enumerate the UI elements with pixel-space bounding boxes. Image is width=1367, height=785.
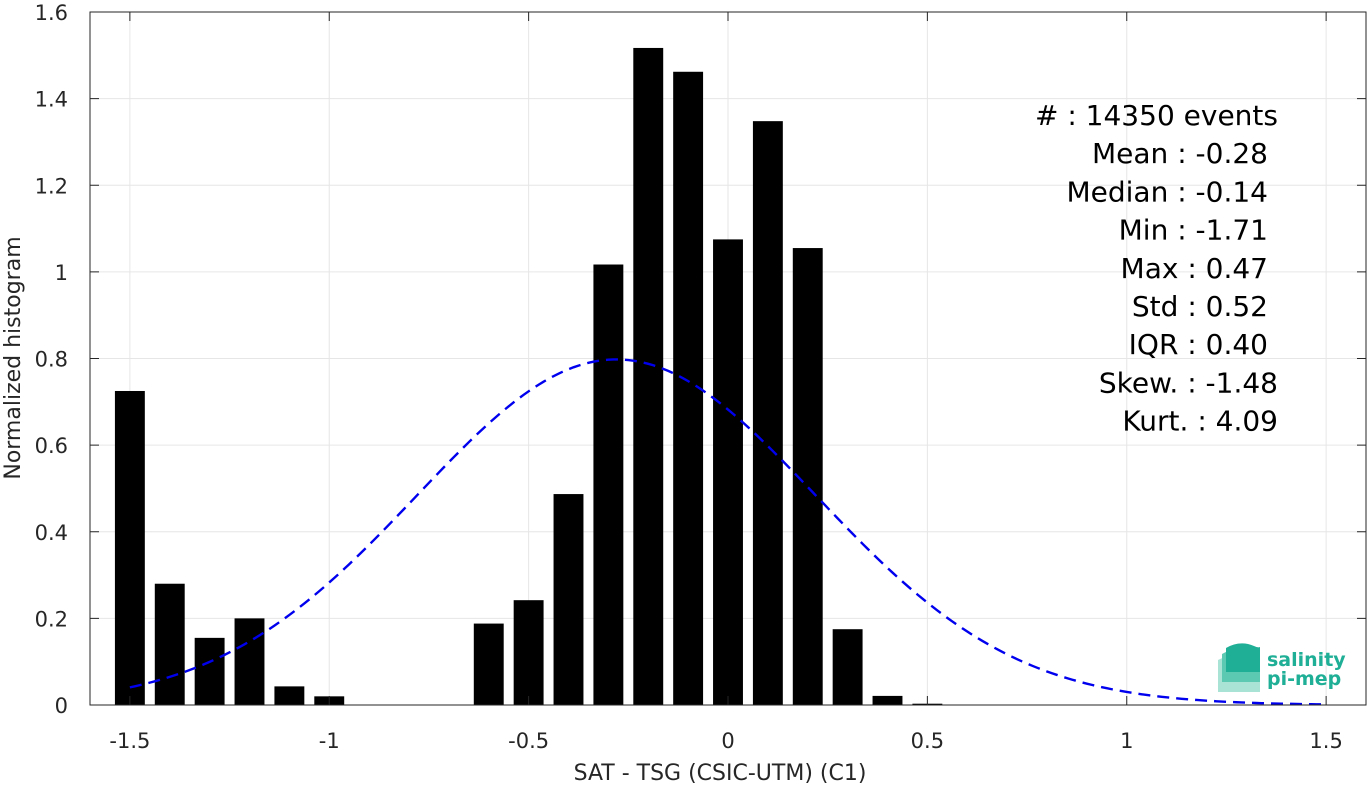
histogram-bar: [234, 618, 265, 705]
y-tick-label: 1.2: [35, 174, 68, 198]
x-axis-label: SAT - TSG (CSIC-UTM) (C1): [574, 761, 867, 785]
histogram-bar: [593, 264, 624, 705]
stat-line: Mean : -0.28: [1092, 137, 1268, 170]
x-tick-label: -0.5: [508, 729, 549, 753]
y-axis-label: Normalized histogram: [1, 236, 26, 479]
axis-ticks: [90, 11, 1366, 706]
x-tick-label: -1.5: [109, 729, 150, 753]
stat-line: IQR : 0.40: [1129, 328, 1268, 361]
histogram-bar: [154, 583, 185, 705]
histogram-bar: [513, 600, 544, 705]
logo-line2: pi-mep: [1267, 668, 1341, 690]
histogram-bar: [194, 637, 225, 705]
stat-line: Median : -0.14: [1066, 175, 1268, 208]
histogram-bar: [633, 47, 664, 705]
histogram-bar: [274, 686, 305, 705]
stats-box: # : 14350 events Mean : -0.28 Median : -0.…: [1035, 99, 1278, 438]
y-tick-label: 1.4: [35, 88, 68, 112]
logo-waves-icon: [1218, 643, 1260, 692]
histogram-bar: [553, 494, 584, 705]
histogram-bar: [832, 629, 863, 705]
stat-line: Kurt. : 4.09: [1122, 405, 1278, 438]
histogram-bar: [752, 121, 783, 705]
x-tick-labels: -1.5 -1 -0.5 0 0.5 1 1.5: [109, 729, 1342, 753]
normal-fit-curve: [129, 358, 1327, 706]
stat-line: Skew. : -1.48: [1099, 366, 1278, 399]
y-tick-label: 1: [55, 261, 68, 285]
histogram-bar: [713, 239, 743, 705]
x-tick-label: 1.5: [1309, 729, 1342, 753]
x-tick-label: 1: [1120, 729, 1133, 753]
stat-line: Max : 0.47: [1121, 252, 1268, 285]
y-tick-labels: 0 0.2 0.4 0.6 0.8 1 1.2 1.4 1.6: [35, 1, 68, 718]
salinity-pi-mep-logo: salinity pi-mep: [1218, 643, 1346, 692]
x-tick-label: 0.5: [911, 729, 944, 753]
y-tick-label: 0: [55, 694, 68, 718]
x-tick-label: 0: [721, 729, 734, 753]
stat-line: # : 14350 events: [1035, 99, 1278, 132]
stat-line: Std : 0.52: [1132, 290, 1268, 323]
histogram-bar: [473, 623, 504, 705]
logo-line1: salinity: [1267, 649, 1346, 671]
x-tick-label: -1: [319, 729, 340, 753]
y-tick-label: 0.2: [35, 607, 68, 631]
y-tick-label: 0.8: [35, 348, 68, 372]
stat-line: Min : -1.71: [1119, 214, 1268, 247]
histogram-bar: [872, 695, 903, 705]
histogram-bar: [114, 390, 145, 705]
y-tick-label: 0.4: [35, 521, 68, 545]
y-tick-label: 1.6: [35, 1, 68, 25]
y-tick-label: 0.6: [35, 434, 68, 458]
